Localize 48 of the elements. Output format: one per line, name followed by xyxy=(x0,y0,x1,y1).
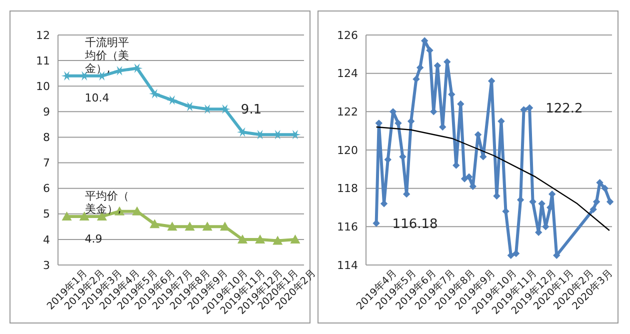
point xyxy=(606,198,614,206)
y-tick-label: 4 xyxy=(43,233,50,246)
y-tick-label: 9 xyxy=(43,106,50,119)
y-tick-label: 12 xyxy=(36,28,50,42)
y-tick-label: 124 xyxy=(337,67,358,80)
series-label: 千流明平均价（美金）, xyxy=(84,36,129,75)
point xyxy=(592,198,600,206)
y-tick-label: 3 xyxy=(43,258,50,272)
point xyxy=(150,219,160,228)
point xyxy=(255,234,266,244)
y-tick-label: 8 xyxy=(43,131,50,144)
point xyxy=(114,206,124,216)
line-series xyxy=(376,126,610,232)
point xyxy=(220,222,230,231)
annotation: 9.1 xyxy=(240,102,262,118)
point xyxy=(238,234,248,244)
y-tick-label: 118 xyxy=(337,182,358,196)
y-tick-label: 10 xyxy=(36,80,50,93)
point xyxy=(62,211,72,220)
y-tick-label: 11 xyxy=(36,54,50,68)
point xyxy=(416,64,424,72)
y-tick-label: 126 xyxy=(337,28,358,42)
annotation: 4.9 xyxy=(84,232,102,246)
y-tick-label: 6 xyxy=(43,182,50,196)
y-tick-label: 116 xyxy=(337,220,358,234)
y-tick-label: 114 xyxy=(337,258,358,272)
point xyxy=(202,222,212,231)
point xyxy=(465,173,473,180)
y-tick-label: 122 xyxy=(337,106,358,119)
annotation: 10.4 xyxy=(84,92,110,105)
point xyxy=(426,46,434,54)
point xyxy=(167,222,178,231)
point xyxy=(590,206,597,214)
point xyxy=(272,236,283,245)
point xyxy=(526,104,534,112)
point xyxy=(149,89,160,99)
y-tick-label: 5 xyxy=(43,208,50,221)
annotation: 116.18 xyxy=(392,216,438,232)
annotation: 122.2 xyxy=(546,101,583,116)
y-tick-label: 7 xyxy=(43,156,50,170)
point xyxy=(166,95,178,105)
point xyxy=(407,118,415,125)
point xyxy=(184,222,195,231)
point xyxy=(412,75,420,83)
point xyxy=(601,184,609,192)
point xyxy=(290,234,300,244)
y-tick-label: 120 xyxy=(337,144,358,157)
series-label: 平均价（美金）, xyxy=(84,189,129,216)
